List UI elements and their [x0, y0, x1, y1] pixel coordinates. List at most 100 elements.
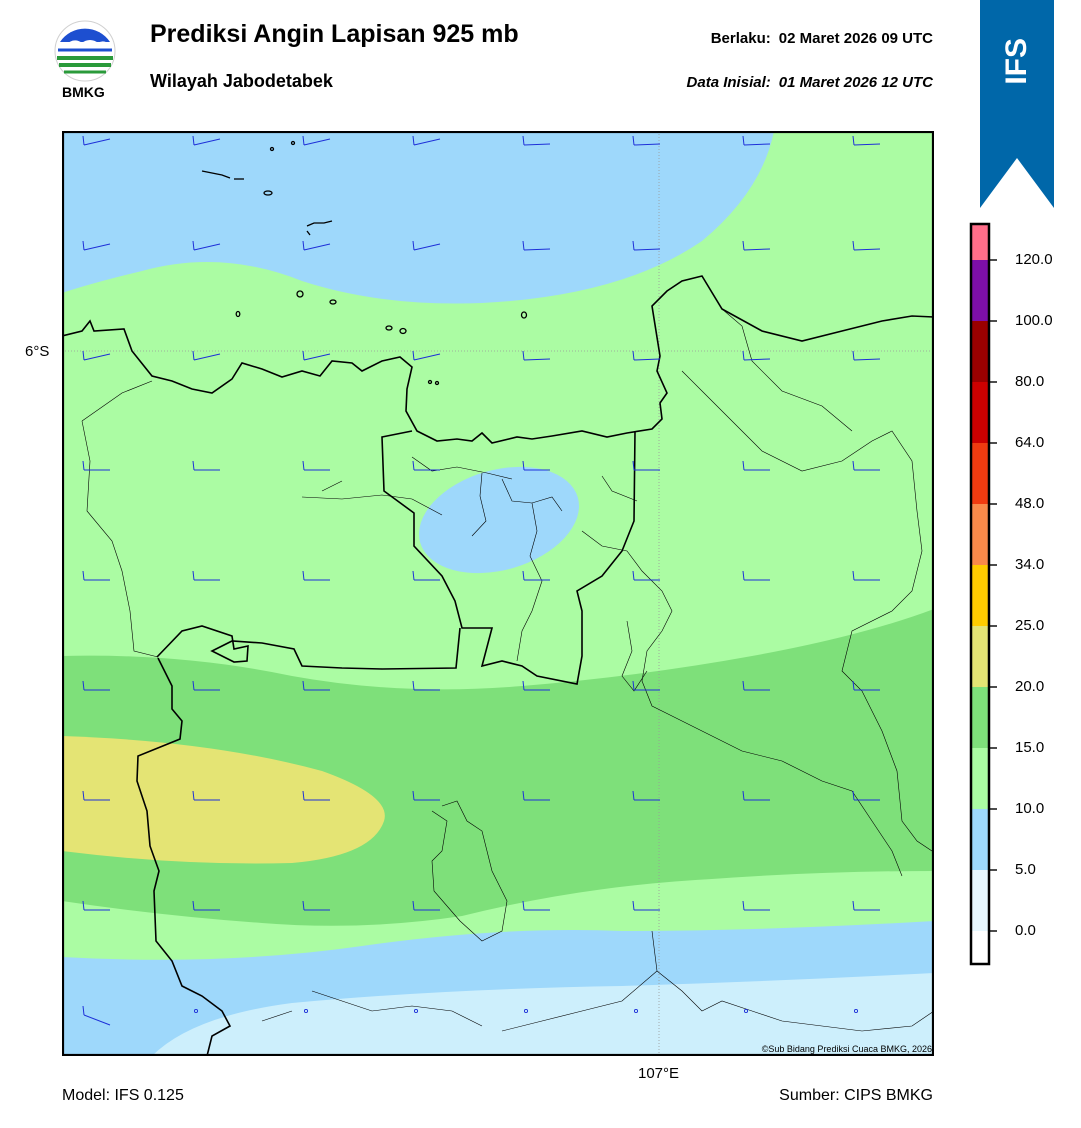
wind-barb	[192, 900, 220, 911]
wind-barb	[412, 135, 441, 146]
wind-barb	[742, 900, 770, 911]
wind-barb	[82, 460, 110, 471]
colorbar-box	[971, 626, 989, 687]
colorbar-box	[971, 565, 989, 626]
wind-barb	[742, 570, 770, 581]
colorbar-box	[971, 260, 989, 321]
colorbar-tick-label: 25.0	[1015, 617, 1045, 634]
init-label: Data Inisial:	[686, 74, 771, 91]
copyright-text: ©Sub Bidang Prediksi Cuaca BMKG, 2026	[761, 1044, 932, 1054]
colorbar	[969, 222, 997, 966]
wind-barb	[742, 350, 771, 361]
wind-barb	[82, 135, 111, 146]
colorbar-tick-label: 5.0	[1015, 861, 1036, 878]
wind-barb	[852, 900, 880, 911]
wind-map	[62, 131, 934, 1056]
band-5-10-north	[62, 131, 774, 304]
wind-barb	[852, 240, 881, 251]
wind-barb	[412, 570, 440, 581]
colorbar-box	[971, 443, 989, 504]
wind-barb	[82, 900, 110, 911]
wind-barb	[522, 350, 551, 361]
model-label: Model: IFS 0.125	[62, 1087, 184, 1104]
map-subtitle: Wilayah Jabodetabek	[150, 71, 333, 91]
wind-barb	[412, 350, 441, 361]
colorbar-tick-label: 20.0	[1015, 678, 1045, 695]
wind-barb	[632, 790, 660, 801]
wind-barb	[82, 790, 110, 801]
wind-barb	[632, 240, 661, 251]
wind-barb	[82, 350, 111, 361]
ifs-badge	[980, 0, 1054, 208]
wind-barb	[302, 350, 331, 361]
ifs-badge-label: IFS	[1000, 38, 1033, 85]
wind-barb	[192, 460, 220, 471]
wind-barb	[192, 570, 220, 581]
wind-barb	[852, 790, 880, 801]
wind-barb	[302, 460, 330, 471]
wind-barb	[742, 135, 771, 146]
colorbar-box	[971, 224, 989, 260]
wind-barb	[742, 790, 770, 801]
wind-barb	[522, 460, 550, 471]
wind-barb	[193, 1008, 199, 1014]
wind-barb	[522, 570, 550, 581]
wind-barb	[853, 1008, 859, 1014]
colorbar-tick-label: 120.0	[1015, 251, 1053, 268]
wind-barb	[82, 240, 111, 251]
wind-barb-layer	[82, 135, 881, 1026]
colorbar-box	[971, 931, 989, 964]
wind-barb	[302, 570, 330, 581]
banten-border	[381, 430, 636, 685]
wind-barb	[742, 680, 770, 691]
wind-barb	[412, 680, 440, 691]
wind-barb	[302, 790, 330, 801]
thousand-islands	[201, 140, 528, 386]
wind-barb	[633, 1008, 639, 1014]
colorbar-tick-label: 0.0	[1015, 922, 1036, 939]
colorbar-box	[971, 504, 989, 565]
patch-5-10-center	[418, 466, 580, 574]
colorbar-box	[971, 687, 989, 748]
wind-barb	[523, 1008, 529, 1014]
wind-barb	[413, 1008, 419, 1014]
colorbar-box	[971, 748, 989, 809]
longitude-label: 107°E	[638, 1065, 680, 1082]
valid-time: Berlaku: 02 Maret 2026 09 UTC	[711, 30, 933, 47]
wind-barb	[302, 240, 331, 251]
colorbar-tick-label: 48.0	[1015, 495, 1045, 512]
wind-barb	[522, 680, 550, 691]
wind-barb	[632, 900, 660, 911]
wind-barb	[632, 135, 661, 146]
logo-text: BMKG	[62, 84, 105, 100]
wind-barb	[522, 900, 550, 911]
colorbar-box	[971, 809, 989, 870]
wind-barb	[192, 350, 221, 361]
wind-barb	[192, 680, 220, 691]
wind-barb	[82, 1005, 111, 1026]
init-value: 01 Maret 2026 12 UTC	[778, 74, 933, 91]
wind-barb	[743, 1008, 749, 1014]
wind-barb	[632, 350, 661, 361]
wind-barb	[742, 460, 770, 471]
wind-barb	[852, 680, 880, 691]
wind-barb	[632, 570, 660, 581]
map-title: Prediksi Angin Lapisan 925 mb	[150, 20, 519, 48]
wind-barb	[192, 790, 220, 801]
map-frame	[62, 131, 934, 1056]
jakarta-south-border	[156, 625, 461, 670]
wind-barb	[522, 790, 550, 801]
wind-barb	[302, 680, 330, 691]
latitude-label: 6°S	[25, 343, 50, 360]
valid-value: 02 Maret 2026 09 UTC	[778, 30, 933, 47]
wind-barb	[742, 240, 771, 251]
colorbar-tick-label: 10.0	[1015, 800, 1045, 817]
wind-barb	[522, 135, 551, 146]
colorbar-tick-label: 15.0	[1015, 739, 1045, 756]
wind-barb	[632, 460, 660, 471]
band-0-5	[152, 973, 934, 1056]
wind-barb	[412, 240, 441, 251]
wind-barb	[302, 135, 331, 146]
district-boundaries	[81, 308, 934, 1032]
wind-barb	[632, 680, 660, 691]
